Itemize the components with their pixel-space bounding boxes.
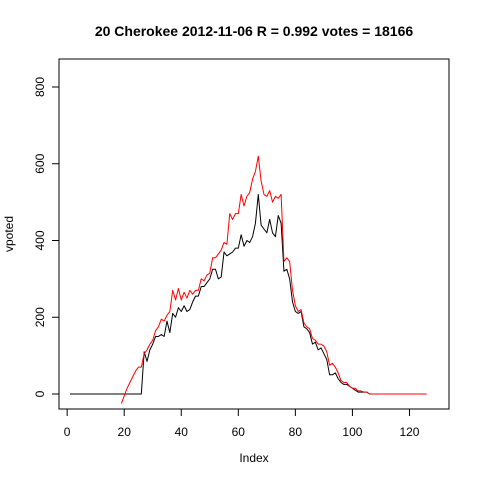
- y-ticks: 0 200 400 600 800: [33, 77, 59, 397]
- y-tick-label: 600: [33, 153, 47, 173]
- x-tick-label: 0: [64, 425, 71, 439]
- series-group: [70, 155, 427, 404]
- y-axis-label: vpoted: [2, 216, 16, 252]
- series-line-red: [120, 155, 427, 404]
- y-tick-label: 800: [33, 77, 47, 97]
- x-tick-label: 120: [399, 425, 419, 439]
- x-tick-label: 40: [175, 425, 189, 439]
- x-axis-label: Index: [239, 451, 268, 465]
- y-axis: 0 200 400 600 800 vpoted: [2, 77, 60, 397]
- y-tick-label: 400: [33, 230, 47, 250]
- x-axis: 0 20 40 60 80 100 120 Index: [64, 408, 420, 465]
- x-tick-label: 100: [342, 425, 362, 439]
- y-tick-label: 200: [33, 307, 47, 327]
- y-tick-label: 0: [33, 390, 47, 397]
- x-tick-label: 60: [232, 425, 246, 439]
- x-ticks: 0 20 40 60 80 100 120: [64, 409, 420, 439]
- x-tick-label: 20: [118, 425, 132, 439]
- chart-title: 20 Cherokee 2012-11-06 R = 0.992 votes =…: [95, 23, 414, 39]
- x-tick-label: 80: [289, 425, 303, 439]
